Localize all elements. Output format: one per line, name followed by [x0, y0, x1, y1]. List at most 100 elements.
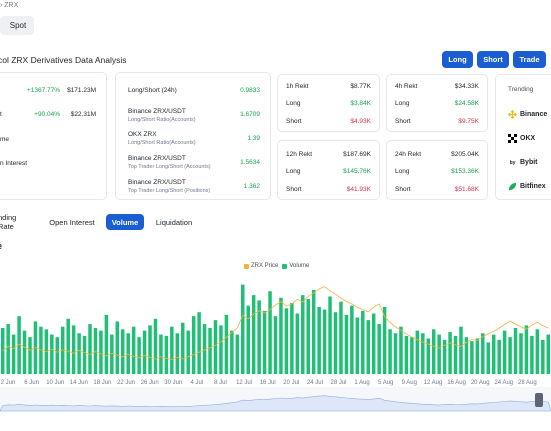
- volume-bar: [295, 313, 300, 374]
- volume-bar: [246, 305, 250, 374]
- long-button[interactable]: Long: [442, 51, 473, 68]
- volume-bar: [350, 305, 354, 374]
- x-tick-label: 2 Jun: [1, 380, 16, 386]
- volume-bar: [241, 284, 245, 374]
- volume-bar: [126, 333, 130, 374]
- rekt-12h-card: 12h Rekt $187.69K Long $145.76K Short $4…: [277, 140, 380, 200]
- volume-bar: [11, 334, 16, 374]
- volume-bar: [159, 334, 163, 374]
- volume-bar: [6, 324, 10, 374]
- volume-bar: [115, 321, 120, 374]
- range-handle[interactable]: [535, 393, 543, 407]
- x-tick-label: 9 Aug: [402, 380, 417, 386]
- volume-bar: [491, 334, 496, 374]
- x-tick-label: 28 Aug: [518, 380, 537, 386]
- volume-bar: [82, 335, 87, 374]
- volume-bar: [99, 330, 103, 374]
- stat-value-2: $22.31M: [70, 111, 96, 118]
- long-short-ratio-card: Long/Short (24h) 0.9833 Binance ZRX/USDT…: [115, 72, 271, 200]
- tab-funding-rate[interactable]: nding Rate: [0, 213, 17, 231]
- tab-open-interest[interactable]: Open Interest: [49, 217, 95, 227]
- x-tick-label: 16 Aug: [447, 380, 466, 386]
- rekt-4h-long-label: Long: [395, 100, 410, 107]
- volume-bar: [333, 312, 338, 374]
- rekt-4h-title: 4h Rekt: [395, 83, 418, 90]
- trade-button[interactable]: Trade: [513, 51, 546, 68]
- ratio-value-binance-top-acc: 1.5634: [240, 159, 260, 166]
- volume-bar: [388, 329, 392, 374]
- volume-bar: [186, 330, 190, 374]
- volume-bar: [77, 333, 81, 374]
- volume-bar: [355, 317, 360, 374]
- x-tick-label: 24 Aug: [494, 380, 513, 386]
- stat-label-2: t: [0, 111, 2, 118]
- ratio-label-24h: Long/Short (24h): [128, 87, 177, 94]
- rekt-4h-short: $9.75K: [458, 118, 479, 125]
- volume-bar: [284, 308, 289, 374]
- binance-icon: [508, 110, 517, 119]
- volume-bar: [22, 330, 27, 374]
- tab-spot[interactable]: Spot: [0, 16, 34, 35]
- x-tick-label: 12 Jul: [236, 380, 252, 386]
- rekt-1h-long-label: Long: [286, 100, 301, 107]
- volume-bar: [317, 306, 321, 374]
- volume-bar: [448, 331, 452, 374]
- rekt-1h-card: 1h Rekt $8.77K Long $3.84K Short $4.93K: [277, 74, 380, 132]
- ratio-value-binance-top-pos: 1.362: [243, 183, 260, 190]
- ratio-label-binance-top-pos: Binance ZRX/USDT: [128, 179, 186, 186]
- ratio-label-binance-acc: Binance ZRX/USDT: [128, 108, 186, 115]
- volume-bar: [371, 313, 376, 374]
- volume-bar: [502, 330, 507, 374]
- short-button[interactable]: Short: [477, 51, 509, 68]
- rekt-12h-total: $187.69K: [343, 151, 371, 158]
- volume-bar: [366, 320, 370, 374]
- ratio-sub-binance-acc: Long/Short Ratio(Accounts): [128, 117, 196, 123]
- volume-bar: [486, 342, 491, 374]
- rekt-24h-long-label: Long: [395, 168, 410, 175]
- rekt-1h-long: $3.84K: [350, 100, 371, 107]
- tab-liquidation[interactable]: Liquidation: [155, 217, 193, 227]
- breadcrumb[interactable]: › ZRX: [0, 2, 19, 9]
- rekt-24h-total: $205.04K: [451, 151, 479, 158]
- volume-bar: [497, 339, 501, 374]
- x-tick-label: 8 Jul: [214, 380, 227, 386]
- volume-bar: [110, 334, 114, 374]
- trending-item-bitfinex[interactable]: Bitfinex: [508, 182, 546, 191]
- ratio-sub-binance-top-acc: Top Trader Long/Short (Accounts): [128, 164, 211, 170]
- volume-bar: [306, 299, 310, 374]
- legend-price-swatch: [244, 263, 249, 269]
- trending-item-okx[interactable]: OKX: [508, 134, 535, 143]
- stat-label-3: me: [0, 136, 10, 143]
- rekt-4h-long: $24.58K: [454, 100, 479, 107]
- volume-bar: [464, 337, 469, 374]
- volume-bar: [181, 322, 185, 374]
- volume-bar: [17, 316, 21, 374]
- chart-legend: ZRX Price Volume: [240, 263, 309, 269]
- volume-bar: [442, 339, 447, 374]
- volume-bar: [66, 318, 70, 374]
- volume-bar: [513, 328, 518, 374]
- rekt-24h-short: $51.68K: [454, 186, 479, 193]
- volume-bar: [170, 326, 174, 374]
- legend-volume-swatch: [282, 263, 288, 269]
- volume-bar: [121, 329, 125, 374]
- volume-bar: [453, 335, 458, 374]
- volume-bar: [175, 333, 180, 374]
- trending-title: Trending: [508, 86, 534, 93]
- volume-bar: [541, 339, 545, 374]
- trending-item-bybit[interactable]: by Bybit: [509, 159, 538, 166]
- volume-bar: [273, 316, 278, 374]
- x-tick-label: 12 Aug: [424, 380, 443, 386]
- volume-bar: [290, 303, 294, 374]
- tab-volume[interactable]: Volume: [106, 214, 144, 230]
- volume-bar: [508, 337, 512, 374]
- volume-bar: [71, 325, 76, 374]
- chart-section-title: e: [0, 241, 2, 251]
- volume-bar: [164, 335, 169, 374]
- trending-item-binance[interactable]: Binance: [508, 110, 547, 119]
- ratio-label-binance-top-acc: Binance ZRX/USDT: [128, 155, 186, 162]
- bybit-icon: by: [509, 159, 516, 166]
- volume-bar: [235, 334, 240, 374]
- stat-change-2: +90.04%: [34, 111, 60, 118]
